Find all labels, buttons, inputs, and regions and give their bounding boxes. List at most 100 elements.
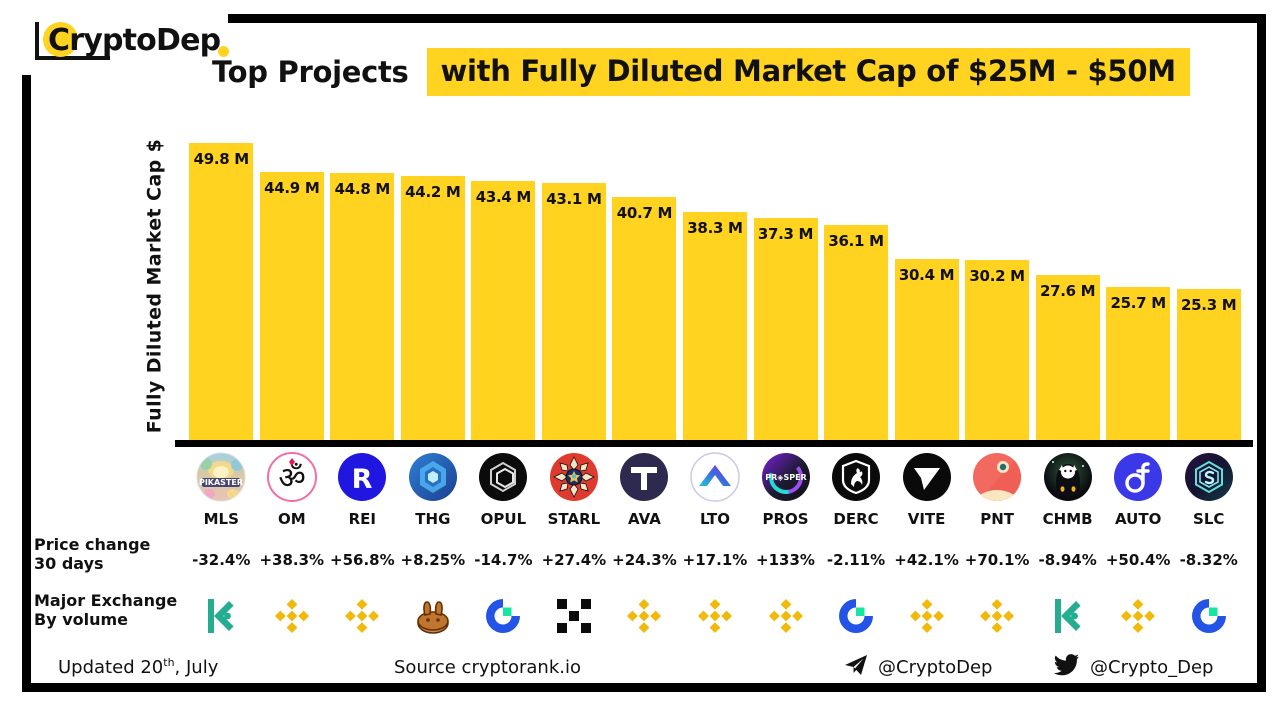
bar-slot: 38.3 M [680,130,751,440]
ticker-label: SLC [1173,508,1244,530]
price-change-text: +8.25% [400,551,466,569]
bar-chart: 49.8 M 44.9 M 44.8 M 44.2 M 43.4 M 43.1 M 40.7… [186,130,1244,440]
bar-value-label: 44.2 M [405,183,461,201]
coin-icon-row: PIKASTER ॐ R PR◈SPER [186,448,1244,506]
price-change-text: +24.3% [612,551,677,569]
ticker-text: STARL [547,510,601,528]
binance-icon [327,588,398,644]
price-change-value: +50.4% [1103,548,1174,572]
price-change-text: +50.4% [1105,551,1171,569]
svg-text:PIKASTER: PIKASTER [199,478,243,487]
logo-dot-icon [218,46,229,57]
bar-slot: 30.4 M [891,130,962,440]
ticker-label: LTO [680,508,751,530]
ticker-label: PROS [750,508,821,530]
price-change-value: +70.1% [962,548,1033,572]
ticker-label: MLS [186,508,257,530]
price-change-text: -8.94% [1038,551,1097,569]
logo-bracket-horizontal [35,56,110,60]
exchange-label-line1: Major Exchange [34,591,178,610]
price-change-row: -32.4% +38.3% +56.8% +8.25% -14.7% +27.4% +24.… [186,548,1244,572]
kucoin-icon [1032,588,1103,644]
lto-coin-icon [680,448,751,506]
page-title-plain: Top Projects [212,55,409,89]
ticker-label: VITE [891,508,962,530]
chart-bar: 43.1 M [541,183,606,440]
bar-value-label: 40.7 M [616,204,673,222]
okx-icon [539,588,610,644]
price-change-label-line1: Price change [34,535,151,554]
ticker-label: CHMB [1032,508,1103,530]
opul-coin-icon [468,448,539,506]
bar-value-label: 44.9 M [264,179,320,197]
price-change-text: +133% [756,551,815,569]
price-change-value: -2.11% [821,548,892,572]
ticker-label: PNT [962,508,1033,530]
kucoin-icon [186,588,257,644]
gateio-icon [1173,588,1244,644]
rei-coin-icon: R [327,448,398,506]
footer: Updated 20th, July Source cryptorank.io … [34,652,1244,682]
bar-slot: 25.7 M [1103,130,1174,440]
binance-icon [1103,588,1174,644]
telegram-handle-group[interactable]: @CryptoDep [844,654,992,681]
bar-value-label: 43.4 M [475,188,532,206]
bar-slot: 25.3 M [1173,130,1244,440]
chart-bar: 43.4 M [471,181,536,440]
ticker-text: PNT [980,510,1014,528]
ticker-label: REI [327,508,398,530]
ticker-text: SLC [1193,510,1225,528]
om-coin-icon: ॐ [257,448,328,506]
chart-bar: 30.4 M [894,259,959,440]
bar-slot: 44.9 M [257,130,328,440]
ticker-text: DERC [833,510,879,528]
chart-bar: 40.7 M [612,197,677,440]
ticker-label: AVA [609,508,680,530]
bar-value-label: 37.3 M [757,225,814,243]
gateio-icon [468,588,539,644]
telegram-icon [844,654,868,681]
price-change-value: +133% [750,548,821,572]
ticker-text: OM [277,510,306,528]
ticker-label: THG [398,508,469,530]
bar-slot: 40.7 M [609,130,680,440]
bar-slot: 43.1 M [539,130,610,440]
ticker-text: CHMB [1042,510,1093,528]
exchange-label-line2: By volume [34,609,129,629]
frame-border-right [1257,14,1266,692]
bar-slot: 43.4 M [468,130,539,440]
ticker-text: THG [415,510,451,528]
svg-text:PR◈SPER: PR◈SPER [765,473,806,482]
starl-coin-icon [539,448,610,506]
page-title: Top Projects with Fully Diluted Market C… [212,48,1190,96]
ticker-label: AUTO [1103,508,1174,530]
twitter-handle-text: @Crypto_Dep [1090,656,1214,678]
mls-coin-icon: PIKASTER [186,448,257,506]
derc-coin-icon [821,448,892,506]
svg-text:R: R [352,464,373,495]
ticker-text: LTO [699,510,731,528]
svg-text:ॐ: ॐ [278,461,305,496]
price-change-value: +42.1% [891,548,962,572]
chart-bar: 44.9 M [259,172,324,440]
price-change-value: -14.7% [468,548,539,572]
ticker-label: STARL [539,508,610,530]
binance-icon [891,588,962,644]
bar-slot: 27.6 M [1032,130,1103,440]
price-change-label-line2: 30 days [34,553,104,573]
chart-bar: 25.3 M [1176,289,1241,440]
price-change-value: +56.8% [327,548,398,572]
price-change-value: -32.4% [186,548,257,572]
bar-value-label: 25.3 M [1181,296,1237,314]
pros-coin-icon: PR◈SPER [750,448,821,506]
bar-slot: 49.8 M [186,130,257,440]
slc-coin-icon [1173,448,1244,506]
twitter-handle-group[interactable]: @Crypto_Dep [1053,653,1214,681]
cryptodep-logo: CryptoDep [30,16,230,71]
vite-coin-icon [891,448,962,506]
chart-bar: 27.6 M [1035,275,1100,440]
price-change-text: +56.8% [330,551,395,569]
pnt-coin-icon [962,448,1033,506]
chart-bar: 44.2 M [400,176,465,440]
bar-value-label: 38.3 M [687,219,743,237]
